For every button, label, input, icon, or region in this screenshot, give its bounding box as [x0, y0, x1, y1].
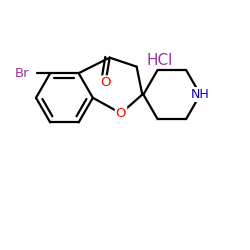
Text: O: O — [100, 76, 111, 89]
Text: NH: NH — [191, 88, 210, 101]
Text: Br: Br — [14, 67, 29, 80]
Text: HCl: HCl — [146, 53, 173, 68]
Text: O: O — [116, 107, 126, 120]
